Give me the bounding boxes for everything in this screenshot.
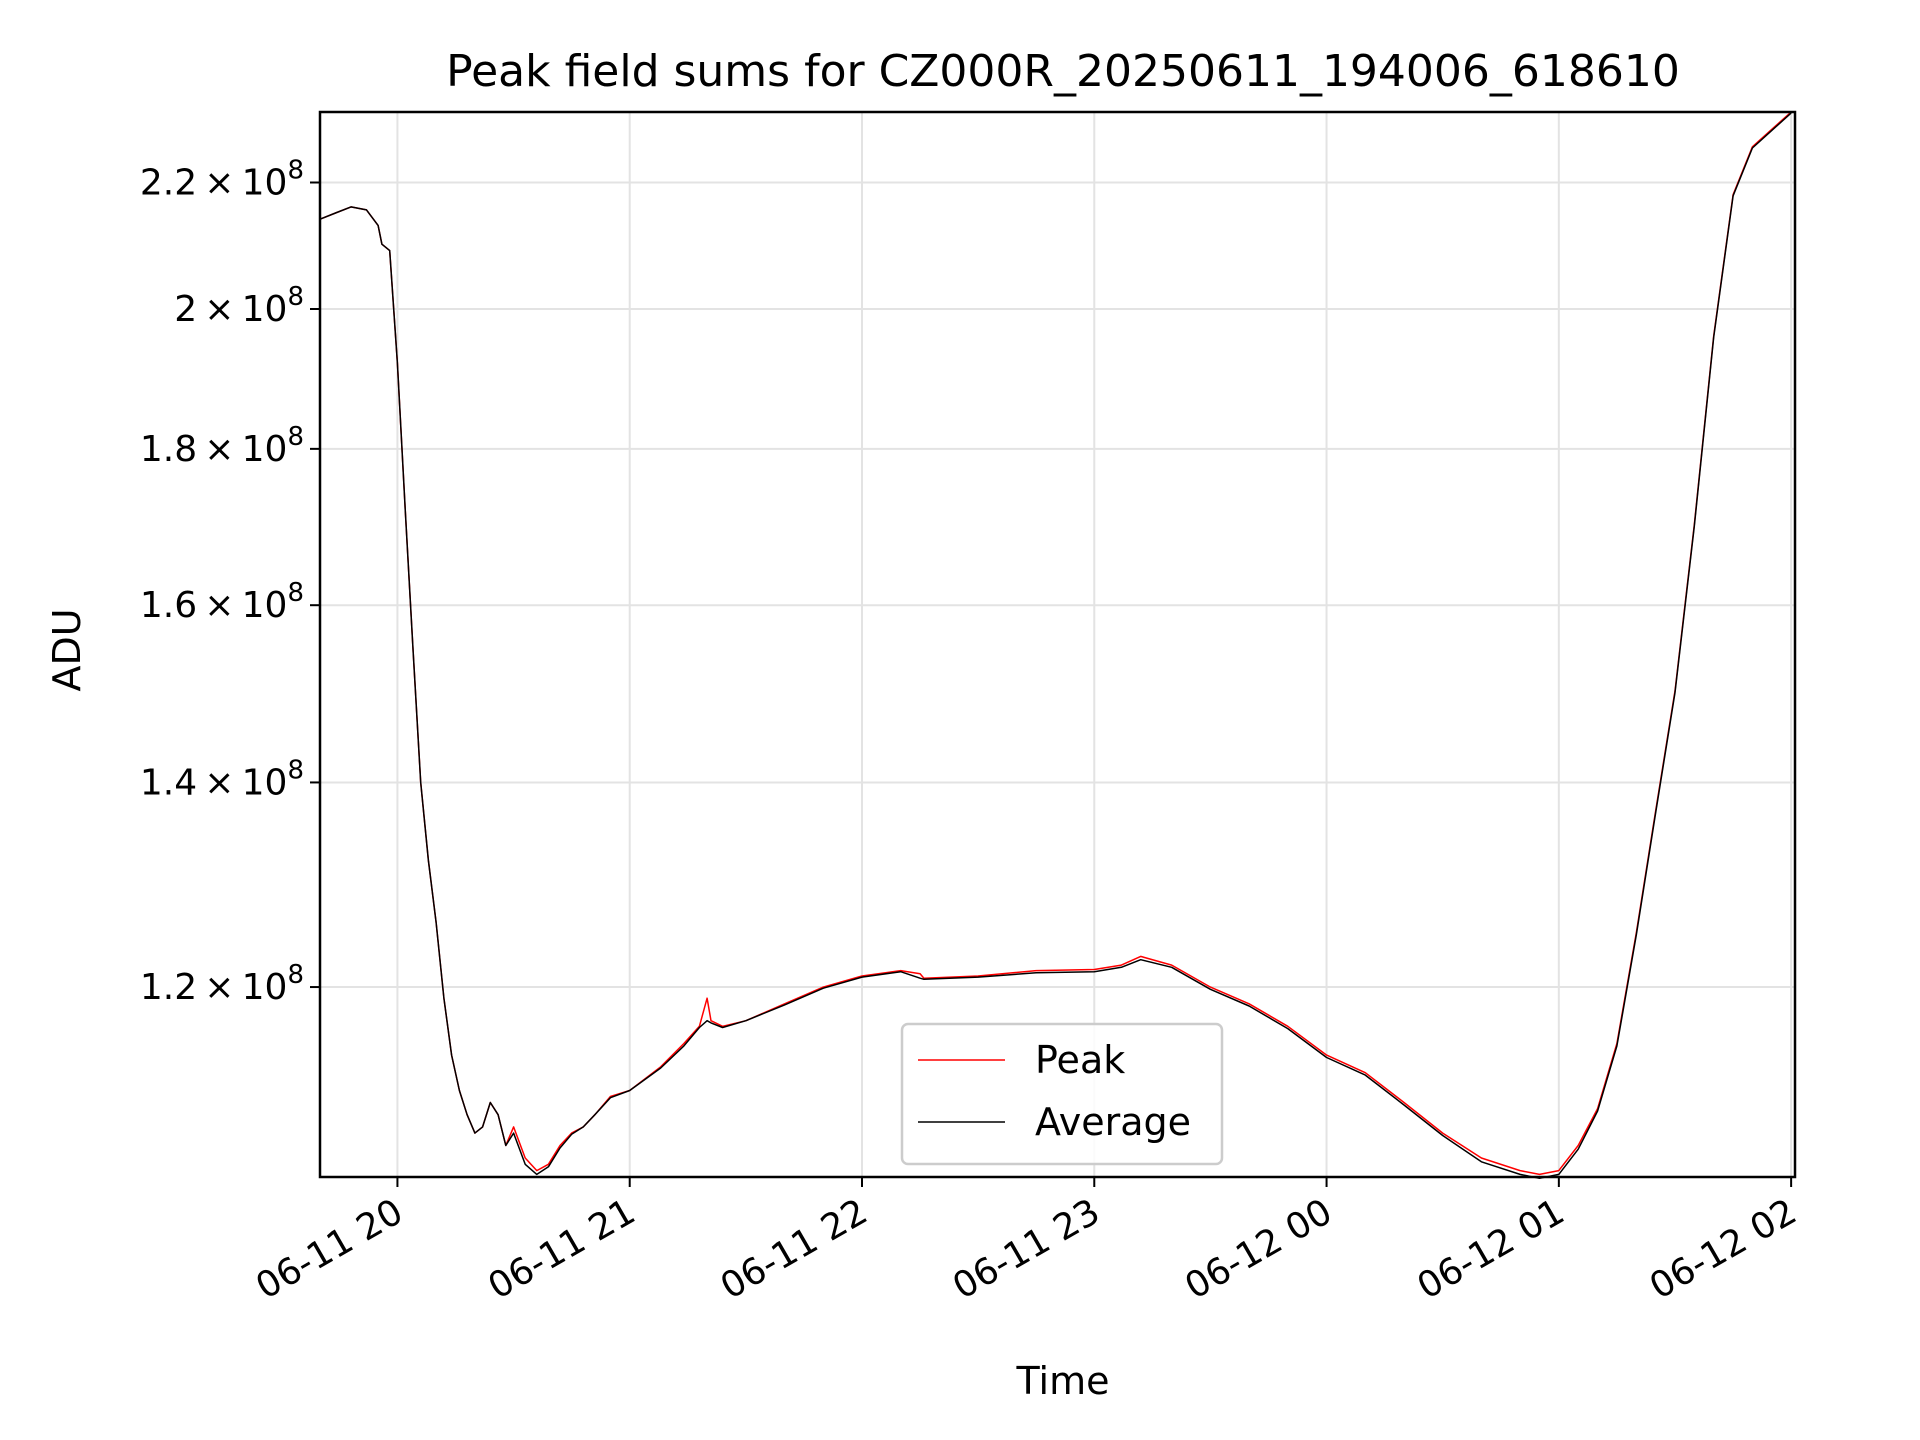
legend-label-average: Average xyxy=(1035,1100,1191,1144)
y-tick-label: 1.6 × 108 xyxy=(140,578,304,626)
y-tick-label: 2 × 108 xyxy=(174,282,304,330)
legend-label-peak: Peak xyxy=(1035,1038,1125,1082)
y-tick-label: 1.2 × 108 xyxy=(140,960,304,1008)
legend-box xyxy=(900,1022,1224,1166)
grid xyxy=(320,112,1795,1177)
y-tick-label: 2.2 × 108 xyxy=(140,155,304,203)
y-tick-label: 1.4 × 108 xyxy=(140,755,304,803)
series-line-average xyxy=(319,112,1792,1180)
y-tick-label: 1.8 × 108 xyxy=(140,422,304,470)
y-axis-label: ADU xyxy=(45,608,89,691)
plot-frame xyxy=(318,110,1797,1179)
plot-series xyxy=(319,111,1792,1180)
y-axis-ticks: 1.2 × 108 1.4 × 108 1.6 × 108 1.8 × 108 2 × … xyxy=(140,155,320,1008)
chart-title: Peak field sums for CZ000R_20250611_1940… xyxy=(446,46,1680,97)
legend: Peak Average xyxy=(900,1022,1224,1166)
x-axis-label: Time xyxy=(1016,1359,1110,1403)
